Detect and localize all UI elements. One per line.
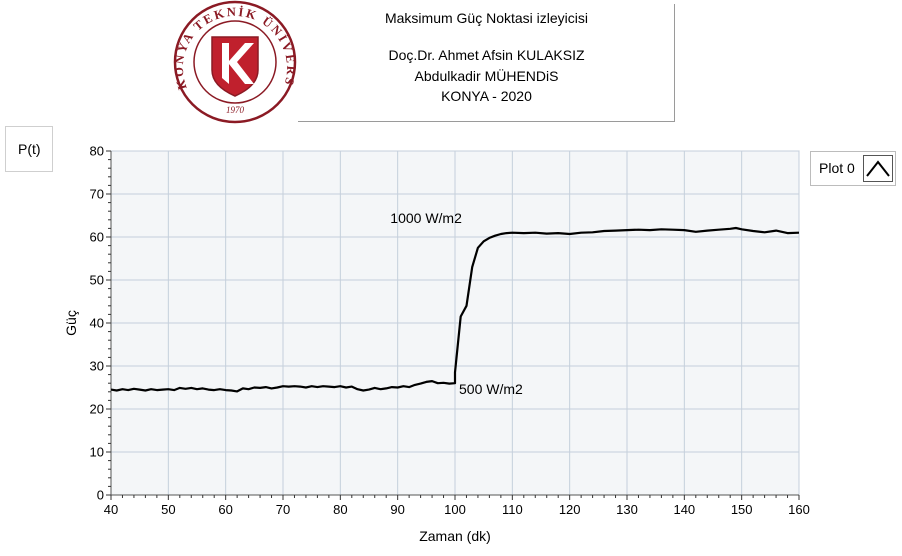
x-tick-label: 70 (276, 502, 290, 517)
plot-label-box: P(t) (5, 126, 53, 172)
plot-legend[interactable]: Plot 0 (810, 151, 896, 186)
coauthor-name: Abdulkadir MÜHENDiS (414, 68, 559, 84)
y-axis-label: Güç (63, 310, 79, 336)
chart-annotation: 1000 W/m2 (390, 210, 462, 226)
minor-ticks (106, 150, 800, 500)
plot-label: P(t) (18, 141, 41, 157)
header-info-box: Maksimum Güç Noktasi izleyicisi Doç.Dr. … (298, 4, 675, 122)
university-seal-icon: KONYA TEKNİK ÜNİVERSİTESİ 1970 (160, 0, 297, 124)
y-tick-label: 0 (97, 488, 104, 503)
x-tick-label: 150 (731, 502, 753, 517)
university-logo: KONYA TEKNİK ÜNİVERSİTESİ 1970 (160, 0, 305, 124)
seal-emblem (211, 36, 259, 97)
y-tick-label: 60 (90, 230, 104, 245)
x-tick-label: 50 (161, 502, 175, 517)
y-tick-label: 40 (90, 316, 104, 331)
seal-year: 1970 (226, 105, 245, 115)
annotations: 1000 W/m2 500 W/m2 (390, 210, 523, 397)
y-tick-label: 80 (90, 144, 104, 159)
x-tick-label: 90 (390, 502, 404, 517)
series-line (110, 226, 800, 393)
author-name: Doç.Dr. Ahmet Afsin KULAKSIZ (388, 47, 585, 63)
y-tick-label: 70 (90, 187, 104, 202)
line-plot-icon[interactable] (863, 155, 893, 182)
x-tick-label: 140 (673, 502, 695, 517)
x-tick-label: 60 (218, 502, 232, 517)
x-tick-label: 120 (559, 502, 581, 517)
y-axis-ticks: 0 10 20 30 40 50 60 70 80 (90, 144, 104, 503)
x-axis-ticks: 40 50 60 70 80 90 100 110 120 130 140 150 160 (104, 502, 810, 517)
x-tick-label: 130 (616, 502, 638, 517)
x-tick-label: 160 (788, 502, 810, 517)
legend-label: Plot 0 (819, 160, 855, 176)
y-tick-label: 50 (90, 273, 104, 288)
x-tick-label: 80 (333, 502, 347, 517)
x-axis-label: Zaman (dk) (419, 528, 491, 544)
x-tick-label: 40 (104, 502, 118, 517)
chart-annotation: 500 W/m2 (459, 381, 523, 397)
x-tick-label: 110 (502, 502, 523, 517)
x-tick-label: 100 (444, 502, 466, 517)
y-tick-label: 20 (90, 402, 104, 417)
y-tick-label: 10 (90, 445, 104, 460)
app-title: Maksimum Güç Noktasi izleyicisi (384, 10, 589, 26)
y-tick-label: 30 (90, 359, 104, 374)
location-year: KONYA - 2020 (441, 88, 532, 104)
